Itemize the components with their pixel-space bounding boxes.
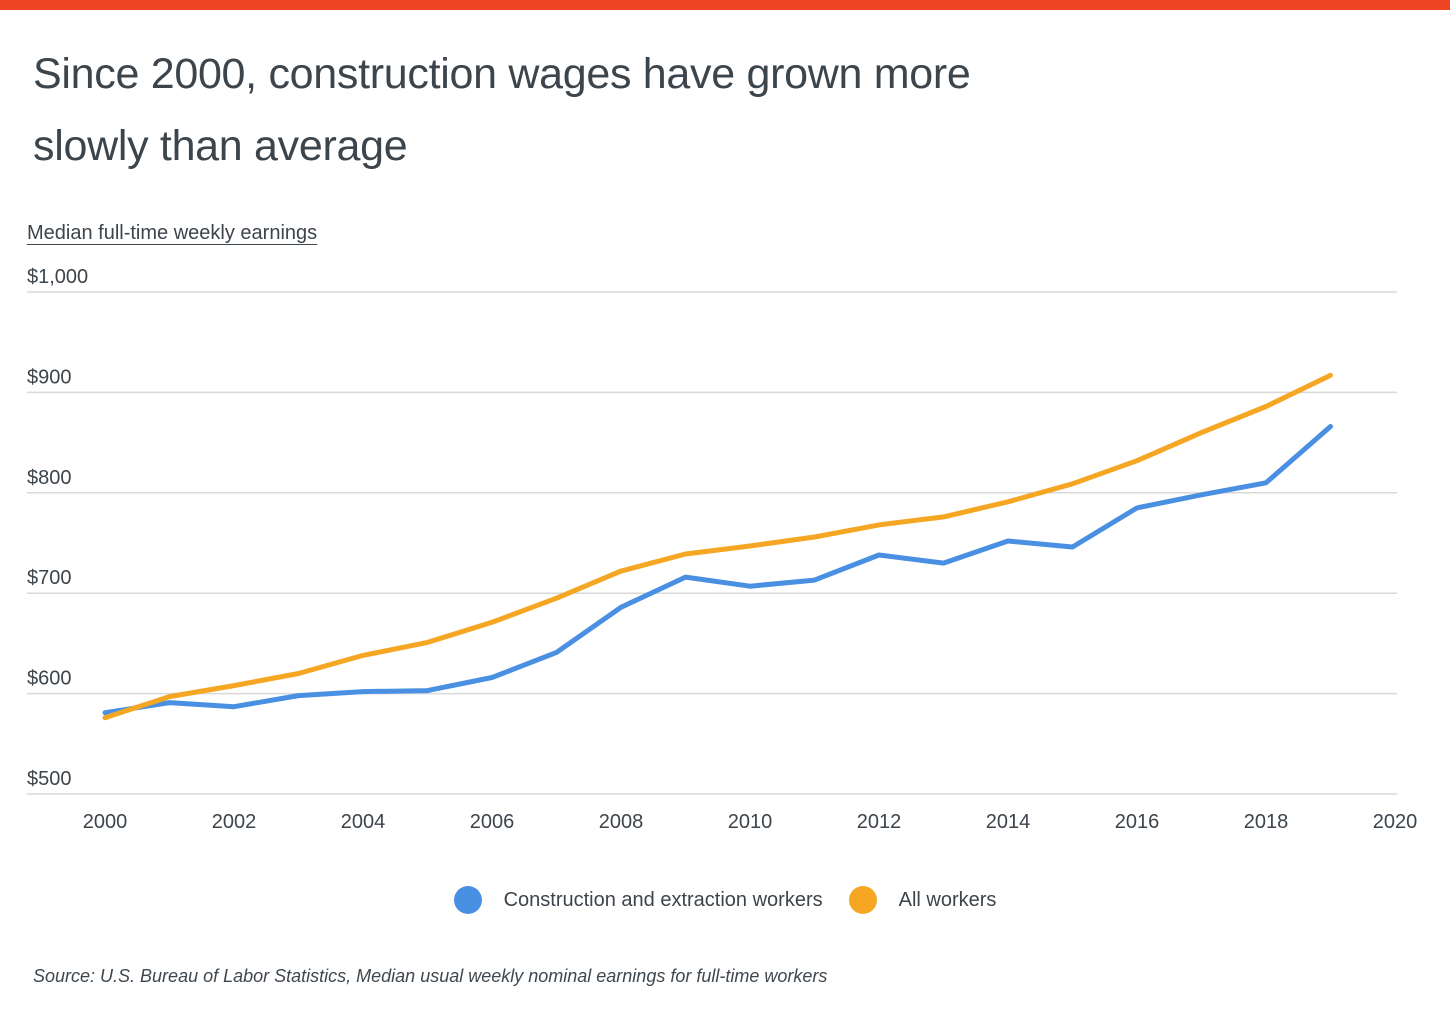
construction-series-dot-icon bbox=[453, 886, 482, 914]
source-attribution: Source: U.S. Bureau of Labor Statistics,… bbox=[33, 966, 828, 986]
page-title-line-1: Since 2000, construction wages have grow… bbox=[33, 50, 971, 98]
x-tick-label: 2008 bbox=[599, 811, 644, 833]
y-tick-label: $500 bbox=[27, 768, 72, 790]
x-tick-label: 2010 bbox=[728, 811, 773, 833]
legend-label-construction: Construction and extraction workers bbox=[503, 888, 823, 911]
wage-line-chart: $500 $600 $700 $800 $900 $1,000 2000 2002 2004 20… bbox=[27, 266, 1418, 833]
x-tick-label: 2006 bbox=[470, 811, 515, 833]
y-tick-label: $1,000 bbox=[27, 266, 88, 288]
all-workers-series-dot-icon bbox=[848, 886, 877, 914]
top-accent-bar bbox=[0, 0, 1450, 10]
chart-legend: Construction and extraction workers All … bbox=[0, 886, 1450, 914]
y-tick-label: $600 bbox=[27, 668, 72, 690]
x-tick-label: 2014 bbox=[986, 811, 1031, 833]
y-tick-label: $700 bbox=[27, 567, 72, 589]
x-tick-label: 2020 bbox=[1373, 811, 1418, 833]
x-tick-label: 2000 bbox=[83, 811, 128, 833]
page-title: Since 2000, construction wages have grow… bbox=[33, 38, 1333, 182]
legend-label-all-workers: All workers bbox=[898, 888, 997, 911]
x-tick-label: 2012 bbox=[857, 811, 902, 833]
y-tick-label: $800 bbox=[27, 467, 72, 489]
x-tick-label: 2004 bbox=[341, 811, 386, 833]
earnings-definition-link[interactable]: Median full-time weekly earnings bbox=[27, 222, 318, 244]
x-tick-label: 2002 bbox=[212, 811, 257, 833]
x-tick-label: 2018 bbox=[1244, 811, 1289, 833]
page-title-line-2: slowly than average bbox=[33, 122, 408, 170]
series-line-all-workers bbox=[102, 372, 1333, 721]
legend-item-all-workers: All workers bbox=[848, 886, 997, 914]
legend-item-construction: Construction and extraction workers bbox=[453, 886, 823, 914]
y-tick-label: $900 bbox=[27, 366, 72, 388]
series-line-construction bbox=[102, 424, 1333, 716]
x-tick-label: 2016 bbox=[1115, 811, 1160, 833]
